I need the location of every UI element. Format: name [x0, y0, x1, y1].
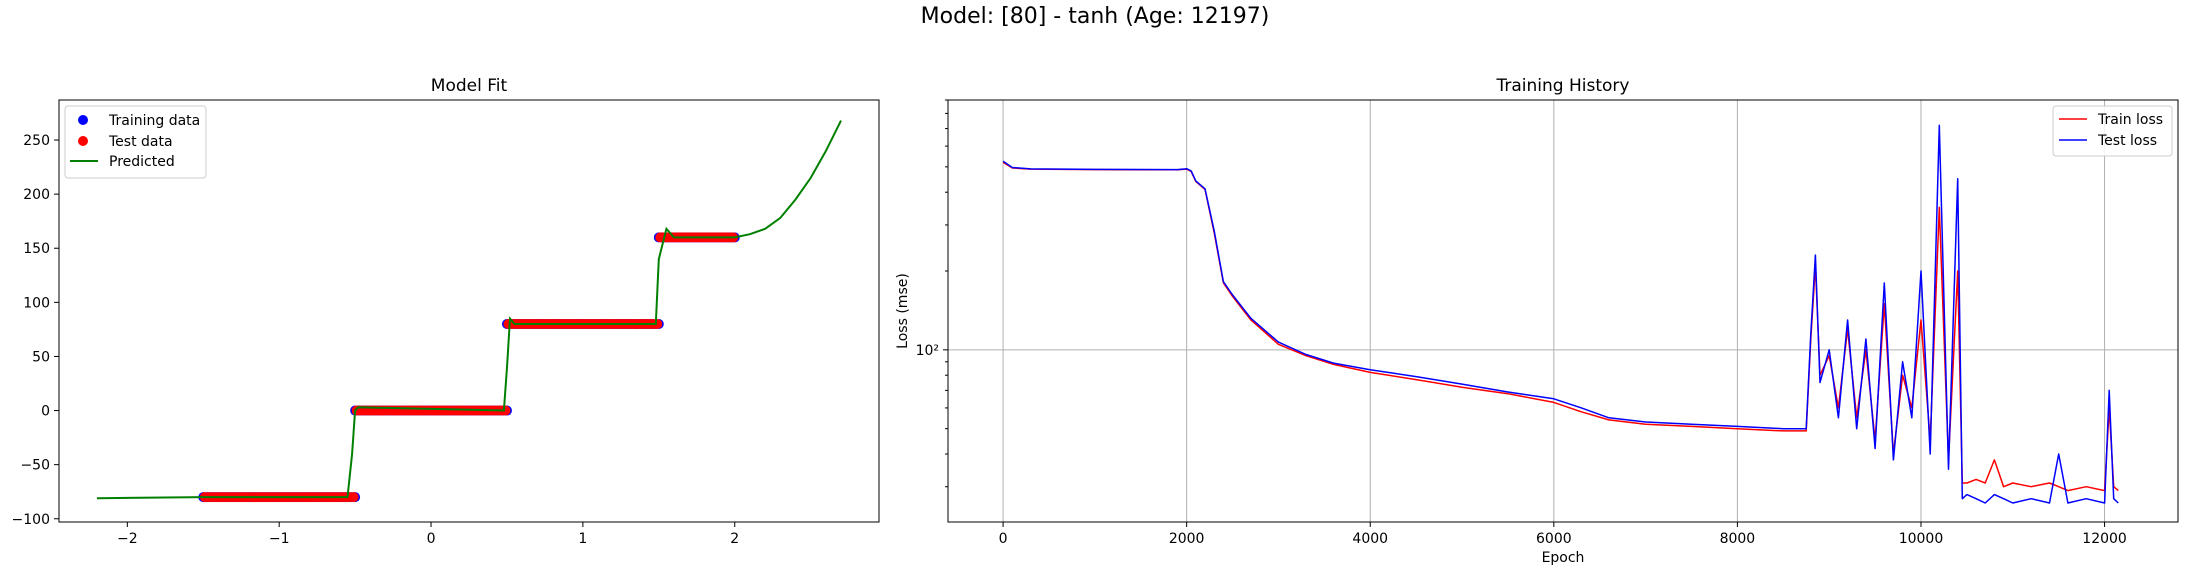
legend-label-test: Test data	[108, 134, 173, 150]
training-history-frame	[947, 99, 2179, 523]
legend-label-train-loss: Train loss	[2097, 112, 2163, 128]
legend-label-predicted: Predicted	[109, 154, 175, 170]
test-point	[348, 492, 359, 503]
model-fit-legend	[64, 105, 207, 179]
predicted-line	[96, 120, 842, 500]
y-tick-label: 10²	[916, 343, 939, 359]
x-tick-label: 6000	[1536, 531, 1572, 547]
y-tick-label: 150	[23, 241, 50, 257]
model-fit-plot-area	[96, 120, 842, 503]
model-fit-title: Model Fit	[431, 76, 508, 96]
legend-swatch-training	[78, 115, 88, 125]
model-fit-frame	[58, 99, 880, 523]
x-tick-label: 2	[730, 531, 739, 547]
y-axis-label: Loss (mse)	[895, 273, 911, 349]
y-tick-label: 50	[32, 349, 50, 365]
test-loss-line	[1002, 124, 2119, 504]
training-history-plot-area	[1002, 124, 2119, 504]
y-tick-label: 200	[23, 187, 50, 203]
x-tick-label: 0	[427, 531, 436, 547]
y-tick-label: 0	[41, 404, 50, 420]
x-tick-label: −2	[117, 531, 138, 547]
test-point	[500, 405, 511, 416]
figure-title: Model: [80] - tanh (Age: 12197)	[920, 4, 1270, 29]
legend-label-test-loss: Test loss	[2097, 133, 2157, 149]
x-tick-label: 2000	[1169, 531, 1205, 547]
x-tick-label: 1	[578, 531, 587, 547]
y-tick-label: 100	[23, 295, 50, 311]
training-history-title: Training History	[1496, 76, 1630, 96]
train-loss-line	[1002, 161, 2119, 492]
legend-label-training: Training data	[108, 113, 200, 129]
y-tick-label: −50	[20, 458, 50, 474]
x-tick-label: 10000	[1899, 531, 1944, 547]
test-point	[652, 318, 663, 329]
x-tick-label: 0	[999, 531, 1008, 547]
x-axis-label: Epoch	[1542, 550, 1585, 566]
y-tick-label: 250	[23, 133, 50, 149]
x-tick-label: 8000	[1720, 531, 1756, 547]
x-tick-label: 12000	[2082, 531, 2127, 547]
x-tick-label: −1	[269, 531, 290, 547]
x-tick-label: 4000	[1352, 531, 1388, 547]
y-tick-label: −100	[12, 512, 50, 528]
legend-swatch-test	[78, 136, 88, 146]
